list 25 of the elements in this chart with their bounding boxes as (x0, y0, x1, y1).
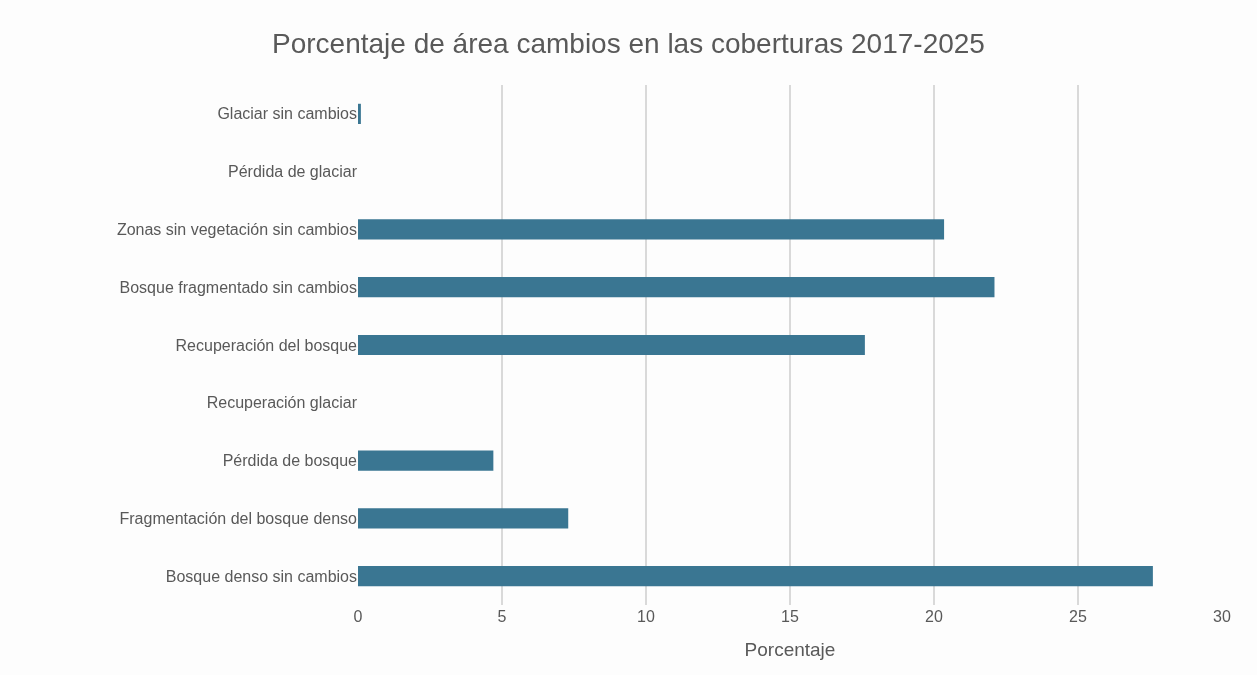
y-tick-label: Pérdida de glaciar (228, 163, 358, 181)
bar (358, 450, 494, 471)
bar (358, 219, 945, 240)
x-tick-label: 25 (1069, 608, 1087, 625)
bar (358, 508, 569, 529)
y-tick-label: Bosque denso sin cambios (165, 567, 357, 585)
y-tick-label: Fragmentación del bosque denso (119, 509, 358, 527)
chart-title: Porcentaje de área cambios en las coberturas 2017-2025 (272, 28, 985, 60)
x-tick-label: 0 (353, 608, 363, 625)
x-tick-label: 30 (1213, 608, 1231, 625)
bar (358, 566, 1153, 587)
y-tick-label: Recuperación del bosque (175, 336, 358, 354)
x-axis-title: Porcentaje (744, 638, 836, 660)
bar (358, 277, 995, 298)
y-tick-label: Pérdida de bosque (222, 452, 358, 470)
x-tick-label: 15 (781, 608, 799, 625)
x-tick-label: 5 (497, 608, 507, 625)
y-tick-label: Bosque fragmentado sin cambios (119, 278, 357, 296)
y-tick-label: Zonas sin vegetación sin cambios (116, 221, 357, 239)
bar (358, 334, 865, 356)
x-tick-label: 20 (925, 608, 943, 625)
x-tick-label: 10 (637, 608, 655, 625)
y-tick-label: Recuperación glaciar (206, 394, 358, 412)
bar (358, 103, 361, 124)
y-tick-label: Glaciar sin cambios (217, 105, 357, 123)
